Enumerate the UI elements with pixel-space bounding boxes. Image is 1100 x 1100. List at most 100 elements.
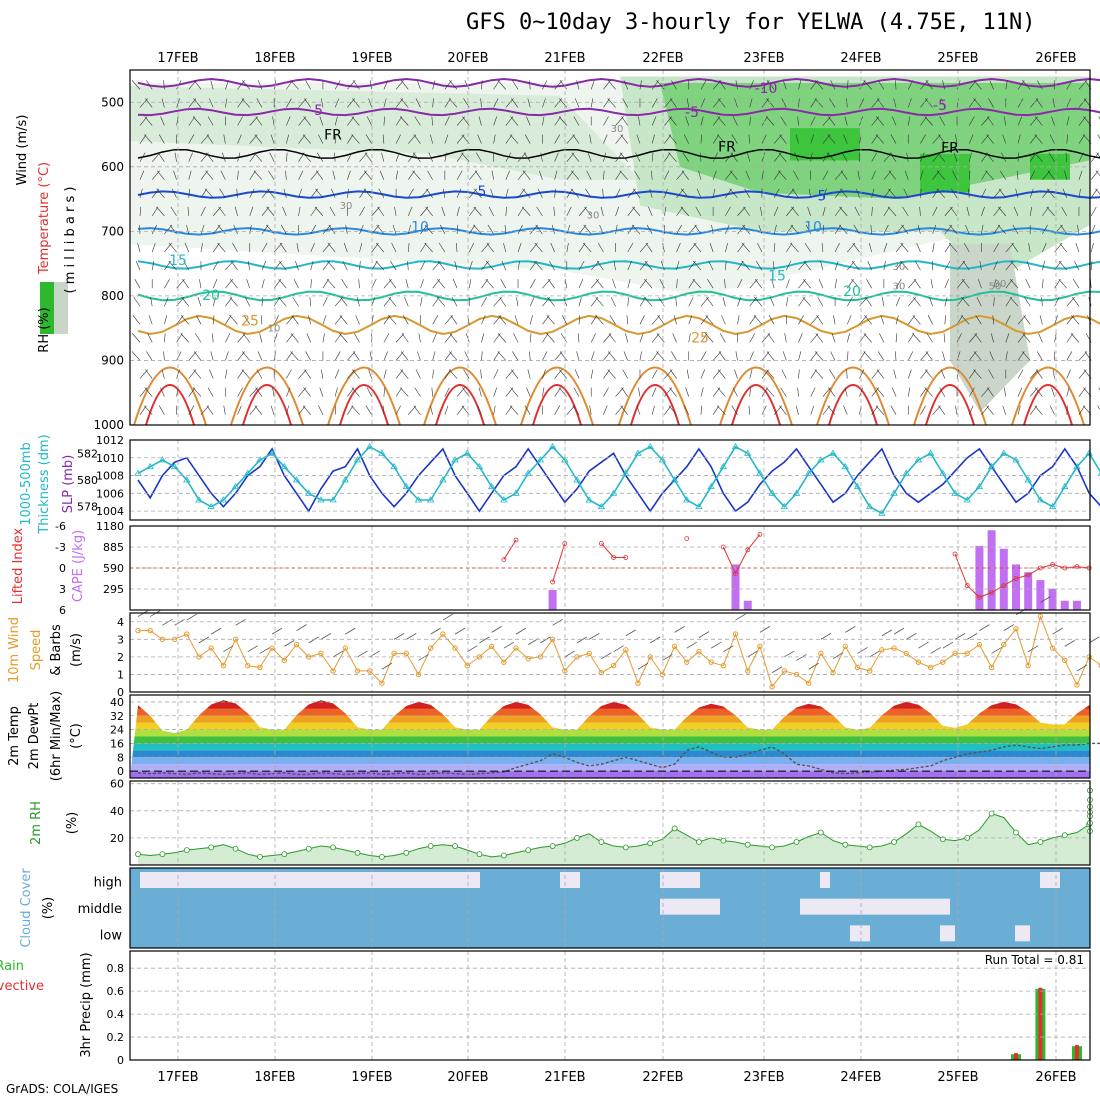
cape-tick-1180: 1180: [96, 520, 124, 533]
wind-barb: [359, 224, 364, 235]
wind-barb: [132, 333, 141, 343]
wind-barb: [217, 224, 226, 235]
wind-barb: [305, 351, 311, 361]
wind-barb: [993, 279, 997, 289]
wind-barb: [907, 98, 912, 108]
wind-barb: [444, 387, 450, 397]
wind-barb: [318, 405, 324, 415]
thickness-point: [280, 462, 289, 470]
wind-barb: [347, 188, 350, 198]
wind-barb: [395, 152, 400, 162]
wind-barb: [473, 206, 482, 217]
wind-barb: [769, 297, 775, 307]
temp-tick-24: 24: [110, 724, 124, 737]
wind-barb: [622, 98, 629, 108]
wind-barb: [944, 315, 946, 325]
wind-barb: [843, 405, 848, 415]
wind-barb: [415, 369, 421, 379]
sfc-isotherm-arc-9-1: [1023, 384, 1073, 426]
wind-barb: [761, 405, 767, 415]
wind-barb: [1038, 333, 1043, 343]
wind-barb: [327, 260, 336, 271]
wind-barb: [176, 387, 179, 397]
wind-barb: [950, 206, 958, 217]
wind-barb: [441, 206, 446, 216]
wind-barb: [644, 260, 653, 271]
wind-barb: [1005, 242, 1014, 253]
wind-barb: [734, 98, 738, 108]
wind-barb: [737, 315, 740, 325]
wind-speed-point: [781, 668, 788, 674]
wind-speed-point: [208, 645, 214, 651]
wind-barb: [895, 260, 903, 271]
thickness-point: [414, 496, 423, 503]
wind-barb: [894, 80, 897, 90]
wind-speed-point: [501, 659, 507, 665]
wind-barb: [804, 242, 811, 253]
wind-barb: [766, 80, 775, 90]
wind-barb: [725, 206, 731, 217]
cape-bar: [1048, 588, 1057, 610]
wind-barb: [932, 242, 935, 253]
wind-barb: [700, 333, 708, 343]
panel-frame-rh: [129, 780, 1091, 866]
temp-band: [130, 722, 1090, 730]
wind-barb: [599, 224, 604, 235]
wind-barb: [253, 170, 263, 180]
wind-barb: [829, 369, 836, 379]
wind-barb: [158, 405, 165, 415]
wind-barb: [315, 170, 324, 180]
wind-speed-point: [391, 650, 397, 657]
wind-barb: [846, 98, 848, 108]
wind-barb: [168, 242, 177, 253]
wind-barb: [176, 351, 182, 361]
wind-barb: [369, 351, 372, 361]
wind-barb: [364, 170, 372, 180]
slp-tick-1006: 1006: [96, 487, 124, 500]
wind-barb-10m: [564, 650, 576, 658]
wind-barb: [578, 279, 584, 289]
wind-barb: [1054, 315, 1058, 325]
wind-barb: [225, 333, 231, 343]
wind-barb: [237, 170, 239, 180]
wind-barb: [286, 98, 292, 108]
wind-barb: [146, 351, 153, 361]
wind-barb: [546, 315, 555, 325]
wind-barb: [292, 297, 299, 307]
panel-frame-temp: [129, 694, 1091, 779]
wind-barb-10m: [662, 654, 673, 661]
wind-barb: [566, 134, 575, 144]
wind-barb: [1012, 224, 1019, 235]
sfc-isotherm-arc-1-0: [230, 366, 304, 426]
wind-barb: [559, 351, 568, 361]
wind-barb: [225, 315, 232, 325]
isotherm-2: [137, 148, 1100, 159]
wind-barb: [712, 170, 717, 180]
wind-barb: [791, 206, 799, 217]
slp-tick-1012: 1012: [96, 434, 124, 447]
wind-barb: [400, 116, 409, 126]
thickness-point: [329, 496, 337, 503]
wind-barb: [1042, 224, 1048, 235]
wind-barb: [444, 315, 453, 325]
li-point: [964, 583, 970, 588]
wind-barb: [906, 152, 909, 162]
wind-barb: [407, 224, 411, 235]
thickness-point: [402, 482, 410, 490]
wind-barb: [755, 260, 763, 271]
wind-barb: [478, 116, 482, 126]
wind-barb: [566, 188, 573, 198]
isotherm-label-5: 10: [411, 219, 429, 235]
wind-barb: [907, 116, 911, 126]
wind-barb: [572, 405, 580, 415]
wind-barb: [717, 134, 726, 144]
wind-barb: [379, 170, 385, 180]
wind-barb-10m: [320, 633, 332, 640]
wind-barb: [352, 98, 360, 108]
wind-barb: [478, 387, 482, 397]
sfc-isotherm-arc-2-1: [339, 384, 389, 426]
wind-barb: [681, 188, 689, 198]
wind-barb-10m: [284, 640, 295, 647]
wind-barb: [321, 369, 324, 379]
wind-barb: [610, 297, 616, 307]
